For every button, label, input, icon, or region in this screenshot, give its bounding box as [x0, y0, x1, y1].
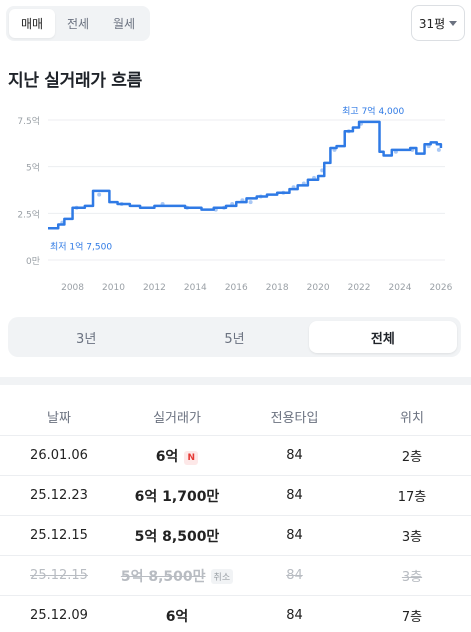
- row-price-cell: 5억 8,500만: [118, 526, 236, 546]
- x-tick-label: 2026: [429, 283, 452, 293]
- row-price-cell: 6억: [118, 606, 236, 626]
- row-area-type: 84: [286, 488, 303, 503]
- tab-monthly-rent[interactable]: 월세: [112, 17, 136, 31]
- row-area-type: 84: [286, 608, 303, 623]
- area-select-value: 31평: [418, 16, 446, 31]
- row-date: 25.12.15: [30, 528, 88, 543]
- row-area-type: 84: [286, 528, 303, 543]
- table-header: 날짜 실거래가 전용타입 위치: [0, 398, 471, 436]
- section-title: 지난 실거래가 흐름: [8, 71, 142, 91]
- row-date: 25.12.15: [30, 568, 88, 583]
- y-tick-label: 0만: [26, 256, 40, 267]
- tab-3-years[interactable]: 3년: [76, 331, 97, 347]
- price-line: [48, 120, 443, 230]
- min-price-annotation: 최저 1억 7,500: [50, 240, 112, 252]
- row-floor: 2층: [401, 450, 423, 465]
- row-date: 25.12.23: [30, 488, 88, 503]
- chart-point: [436, 147, 441, 152]
- row-price: 6억 1,700만: [134, 488, 220, 505]
- cancelled-tag: 취소: [210, 568, 234, 584]
- table-row[interactable]: 25.12.09 6억 84 7층: [0, 596, 471, 632]
- section-divider: [0, 377, 471, 385]
- row-area-type: 84: [286, 568, 303, 583]
- table-row[interactable]: 25.12.23 6억 1,700만 84 17층: [0, 476, 471, 516]
- new-badge: N: [184, 450, 199, 465]
- caret-down-icon: [449, 20, 458, 26]
- row-floor: 17층: [397, 490, 427, 505]
- x-tick-label: 2016: [225, 283, 248, 293]
- header-date: 날짜: [47, 411, 71, 426]
- x-tick-label: 2012: [143, 283, 166, 293]
- deal-type-tabs: 매매 전세 월세: [6, 6, 150, 41]
- area-select-dropdown[interactable]: 31평: [411, 5, 465, 41]
- row-floor: 3층: [401, 570, 423, 585]
- x-tick-label: 2014: [184, 283, 207, 293]
- table-row[interactable]: 26.01.06 6억 N 84 2층: [0, 436, 471, 476]
- tab-sale[interactable]: 매매: [9, 9, 55, 38]
- x-tick-label: 2010: [102, 283, 125, 293]
- row-price-cell: 6억 N: [118, 446, 236, 466]
- row-price: 6억: [165, 608, 189, 625]
- x-tick-label: 2020: [307, 283, 330, 293]
- chart-point: [97, 192, 102, 197]
- y-tick-label: 2.5억: [17, 208, 40, 220]
- header-area-type: 전용타입: [270, 411, 319, 426]
- tab-all[interactable]: 전체: [308, 321, 457, 353]
- x-tick-label: 2008: [61, 283, 84, 293]
- row-date: 25.12.09: [30, 608, 88, 623]
- tab-jeonse[interactable]: 전세: [66, 17, 90, 31]
- x-tick-label: 2018: [266, 283, 289, 293]
- row-price-cell: 5억 8,500만 취소: [118, 566, 236, 586]
- table-row[interactable]: 25.12.15 5억 8,500만 84 3층: [0, 516, 471, 556]
- row-price-cell: 6억 1,700만: [118, 486, 236, 506]
- tab-5-years[interactable]: 5년: [224, 331, 245, 347]
- price-trend-chart: 7.5억 5억 2.5억 0만 2008 2010 2012 2014 2016 2018 2020…: [17, 105, 452, 293]
- row-price: 5억 8,500만: [134, 528, 220, 545]
- table-row-cancelled[interactable]: 25.12.15 5억 8,500만 취소 84 3층: [0, 556, 471, 596]
- header-floor: 위치: [400, 411, 424, 426]
- row-date: 26.01.06: [30, 448, 88, 463]
- chart-point: [248, 200, 253, 205]
- row-price: 6억: [155, 448, 179, 465]
- y-tick-label: 5억: [26, 162, 40, 174]
- x-tick-label: 2024: [389, 283, 412, 293]
- header-price: 실거래가: [153, 411, 201, 426]
- row-price: 5억 8,500만: [120, 568, 206, 585]
- x-tick-label: 2022: [348, 283, 371, 293]
- row-area-type: 84: [286, 448, 303, 463]
- y-tick-label: 7.5억: [17, 115, 40, 127]
- transaction-table: 날짜 실거래가 전용타입 위치 26.01.06 6억 N 84 2층 25.12…: [0, 398, 471, 632]
- row-floor: 3층: [401, 530, 423, 545]
- max-price-annotation: 최고 7억 4,000: [342, 105, 404, 117]
- period-range-tabs: 3년 5년 전체: [8, 317, 461, 357]
- row-floor: 7층: [401, 610, 423, 625]
